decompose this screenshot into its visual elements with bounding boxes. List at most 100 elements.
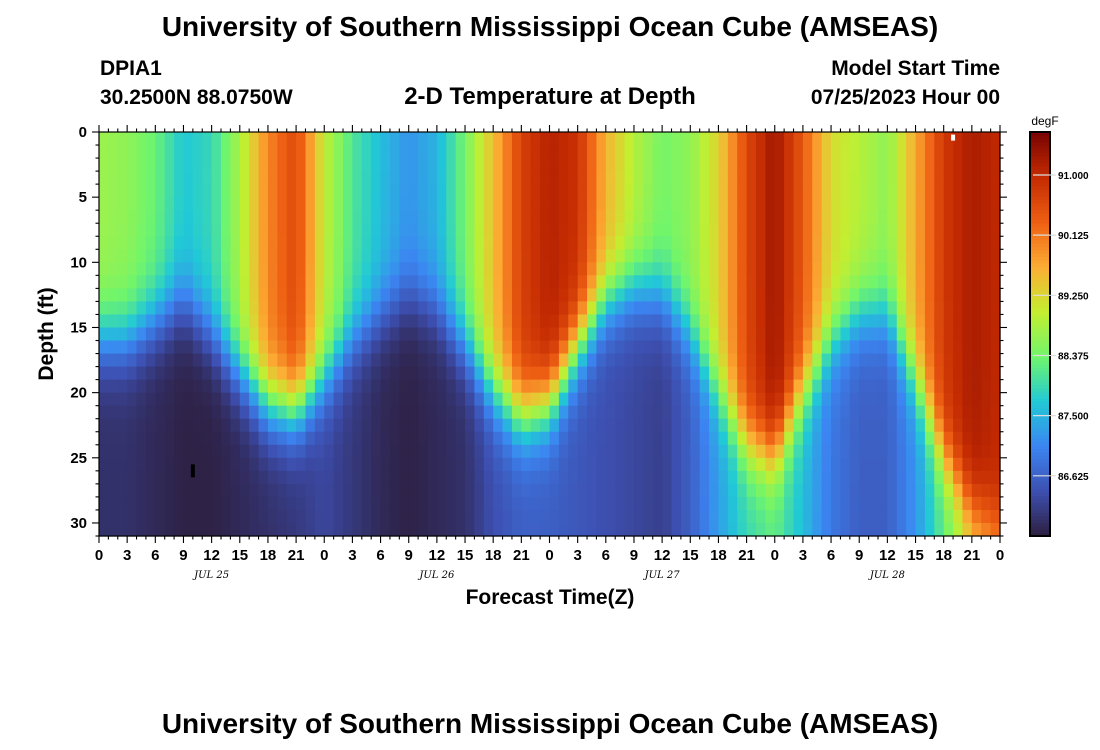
heatmap-cell: [849, 392, 860, 407]
heatmap-cell: [755, 522, 766, 537]
heatmap-cell: [962, 366, 973, 381]
heatmap-cell: [549, 314, 560, 329]
heatmap-cell: [831, 353, 842, 368]
heatmap-cell: [305, 249, 316, 263]
colorbar-segment: [1030, 377, 1050, 382]
heatmap-cell: [577, 405, 588, 420]
heatmap-cell: [953, 457, 964, 472]
heatmap-cell: [361, 483, 372, 498]
heatmap-cell: [849, 431, 860, 446]
heatmap-cell: [249, 132, 260, 146]
heatmap-cell: [859, 444, 870, 459]
heatmap-cell: [286, 509, 297, 524]
heatmap-cell: [418, 197, 429, 211]
heatmap-cell: [145, 184, 156, 198]
heatmap-cell: [924, 405, 935, 420]
heatmap-cell: [896, 288, 907, 303]
heatmap-cell: [596, 262, 607, 276]
heatmap-cell: [868, 444, 879, 459]
footer-title: University of Southern Mississippi Ocean…: [162, 708, 938, 739]
heatmap-cell: [896, 483, 907, 498]
heatmap-cell: [474, 301, 485, 316]
heatmap-cell: [549, 249, 560, 263]
heatmap-cell: [502, 379, 513, 394]
heatmap-cell: [521, 275, 532, 289]
colorbar-segment: [1030, 320, 1050, 325]
heatmap-cell: [127, 496, 138, 511]
heatmap-cell: [511, 353, 522, 368]
heatmap-cell: [314, 327, 325, 342]
heatmap-cell: [192, 431, 203, 446]
heatmap-cell: [483, 431, 494, 446]
heatmap-cell: [540, 457, 551, 472]
heatmap-cell: [755, 483, 766, 498]
heatmap-cell: [333, 431, 344, 446]
heatmap-cell: [971, 262, 982, 276]
heatmap-cell: [202, 470, 213, 485]
heatmap-cell: [596, 314, 607, 329]
heatmap-cell: [540, 262, 551, 276]
heatmap-cell: [633, 210, 644, 224]
heatmap-cell: [333, 262, 344, 276]
heatmap-cell: [849, 418, 860, 433]
heatmap-cell: [643, 366, 654, 381]
heatmap-cell: [258, 197, 269, 211]
heatmap-cell: [296, 184, 307, 198]
heatmap-cell: [765, 197, 776, 211]
heatmap-cell: [990, 158, 1001, 172]
heatmap-cell: [990, 340, 1001, 355]
heatmap-cell: [540, 184, 551, 198]
heatmap-cell: [877, 353, 888, 368]
heatmap-cell: [831, 132, 842, 146]
heatmap-cell: [333, 236, 344, 250]
heatmap-cell: [427, 171, 438, 185]
heatmap-cell: [427, 496, 438, 511]
heatmap-cell: [436, 457, 447, 472]
heatmap-cell: [277, 431, 288, 446]
heatmap-cell: [521, 444, 532, 459]
heatmap-cell: [521, 223, 532, 237]
heatmap-cell: [418, 392, 429, 407]
heatmap-cell: [324, 470, 335, 485]
heatmap-cell: [530, 509, 541, 524]
heatmap-cell: [455, 353, 466, 368]
colorbar-segment: [1030, 206, 1050, 211]
heatmap-cell: [690, 275, 701, 289]
heatmap-cell: [418, 444, 429, 459]
heatmap-cell: [746, 132, 757, 146]
colorbar-segment: [1030, 492, 1050, 497]
heatmap-cell: [352, 223, 363, 237]
heatmap-cell: [624, 223, 635, 237]
heatmap-cell: [436, 431, 447, 446]
heatmap-cell: [821, 301, 832, 316]
heatmap-cell: [868, 392, 879, 407]
heatmap-cell: [352, 314, 363, 329]
heatmap-cell: [774, 275, 785, 289]
heatmap-cell: [680, 249, 691, 263]
heatmap-cell: [587, 314, 598, 329]
heatmap-cell: [633, 262, 644, 276]
heatmap-cell: [896, 522, 907, 537]
heatmap-cell: [418, 509, 429, 524]
heatmap-cell: [174, 249, 185, 263]
heatmap-cell: [127, 210, 138, 224]
heatmap-cell: [784, 379, 795, 394]
heatmap-cell: [755, 184, 766, 198]
heatmap-cell: [615, 353, 626, 368]
heatmap-cell: [267, 197, 278, 211]
heatmap-cell: [981, 522, 992, 537]
heatmap-cell: [577, 288, 588, 303]
heatmap-cell: [530, 366, 541, 381]
heatmap-cell: [887, 509, 898, 524]
heatmap-cell: [680, 496, 691, 511]
heatmap-cell: [633, 327, 644, 342]
heatmap-cell: [934, 249, 945, 263]
heatmap-cell: [727, 366, 738, 381]
heatmap-cell: [324, 444, 335, 459]
heatmap-cell: [709, 132, 720, 146]
heatmap-cell: [624, 470, 635, 485]
heatmap-cell: [887, 405, 898, 420]
heatmap-cell: [774, 223, 785, 237]
heatmap-cell: [971, 457, 982, 472]
heatmap-cell: [906, 275, 917, 289]
